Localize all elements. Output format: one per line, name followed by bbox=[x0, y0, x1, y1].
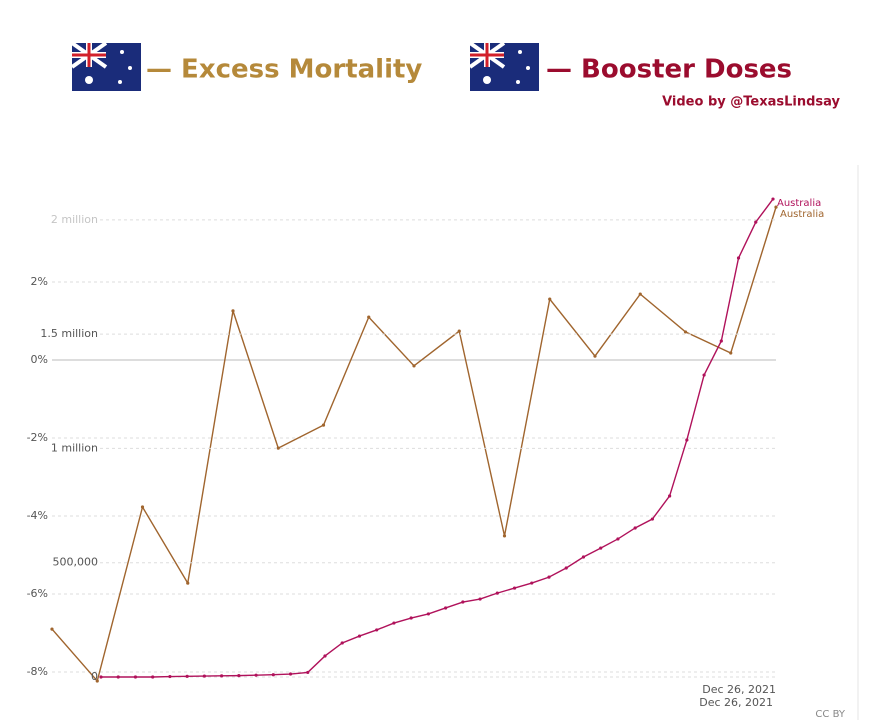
data-point bbox=[231, 309, 235, 313]
data-point bbox=[683, 330, 688, 334]
data-point bbox=[306, 670, 310, 675]
data-point bbox=[729, 351, 733, 355]
data-point bbox=[151, 675, 155, 679]
data-point bbox=[99, 675, 103, 679]
data-point bbox=[220, 674, 224, 678]
data-point bbox=[736, 256, 741, 260]
data-point bbox=[719, 339, 723, 343]
data-point bbox=[564, 566, 568, 570]
data-point bbox=[444, 606, 448, 610]
y-tick-label: -4% bbox=[27, 509, 48, 522]
y-tick-label: -2% bbox=[27, 431, 48, 444]
data-point bbox=[633, 526, 637, 530]
data-point bbox=[140, 505, 145, 509]
y-tick-label: 2 million bbox=[51, 213, 98, 226]
data-point bbox=[271, 673, 275, 677]
data-point bbox=[616, 537, 620, 541]
data-point bbox=[276, 446, 280, 450]
data-point bbox=[116, 675, 120, 679]
data-point bbox=[771, 197, 775, 201]
data-point bbox=[478, 597, 482, 601]
data-point bbox=[512, 586, 517, 590]
data-point bbox=[321, 423, 326, 427]
data-point bbox=[392, 621, 396, 625]
data-point bbox=[668, 494, 672, 498]
data-point bbox=[50, 627, 54, 631]
data-point bbox=[254, 673, 258, 677]
data-point bbox=[502, 534, 507, 538]
data-line bbox=[51, 206, 777, 683]
y-tick-label: 0% bbox=[31, 353, 48, 366]
data-point bbox=[95, 679, 99, 683]
data-point bbox=[168, 674, 172, 679]
data-point bbox=[426, 612, 430, 616]
data-point bbox=[340, 641, 344, 645]
x-tick-label: Dec 26, 2021 bbox=[699, 696, 773, 709]
series-label: Australia bbox=[780, 209, 824, 220]
data-point bbox=[375, 628, 379, 632]
y-tick-label: 500,000 bbox=[53, 556, 99, 569]
data-point bbox=[133, 675, 138, 679]
data-point bbox=[288, 672, 293, 676]
data-point bbox=[650, 517, 654, 521]
data-point bbox=[702, 373, 706, 377]
data-point bbox=[409, 616, 413, 620]
y-tick-label: -6% bbox=[27, 587, 48, 600]
data-point bbox=[593, 354, 597, 358]
data-point bbox=[357, 634, 362, 638]
data-point bbox=[754, 220, 758, 224]
data-point bbox=[185, 674, 189, 678]
legend-title: — Excess Mortality bbox=[146, 55, 422, 85]
credit: CC BY bbox=[815, 709, 845, 720]
data-point bbox=[774, 205, 778, 209]
y-tick-label: 2% bbox=[31, 275, 48, 288]
data-point bbox=[367, 315, 371, 319]
data-point bbox=[638, 292, 642, 296]
series-label: Australia bbox=[777, 198, 821, 209]
data-line bbox=[101, 198, 774, 678]
data-point bbox=[599, 546, 603, 550]
data-point bbox=[186, 581, 190, 585]
data-point bbox=[461, 600, 465, 604]
data-point bbox=[202, 674, 206, 678]
byline: Video by @TexasLindsay bbox=[662, 95, 840, 110]
flag-left bbox=[70, 41, 141, 91]
legend-title: — Booster Doses bbox=[546, 55, 792, 85]
data-point bbox=[685, 438, 689, 442]
data-point bbox=[412, 364, 416, 368]
data-point bbox=[495, 591, 499, 595]
y-tick-label: 1 million bbox=[51, 441, 98, 454]
y-tick-label: -8% bbox=[27, 665, 48, 678]
data-point bbox=[237, 674, 241, 678]
data-point bbox=[530, 581, 534, 585]
data-point bbox=[547, 575, 551, 579]
x-tick-label: Dec 26, 2021 bbox=[702, 683, 776, 696]
data-point bbox=[581, 555, 586, 559]
data-point bbox=[323, 654, 327, 658]
flag-right bbox=[468, 41, 539, 91]
data-point bbox=[548, 297, 552, 301]
y-tick-label: 1.5 million bbox=[40, 327, 98, 340]
y-tick-label: 0 bbox=[91, 670, 98, 683]
data-point bbox=[457, 329, 461, 333]
